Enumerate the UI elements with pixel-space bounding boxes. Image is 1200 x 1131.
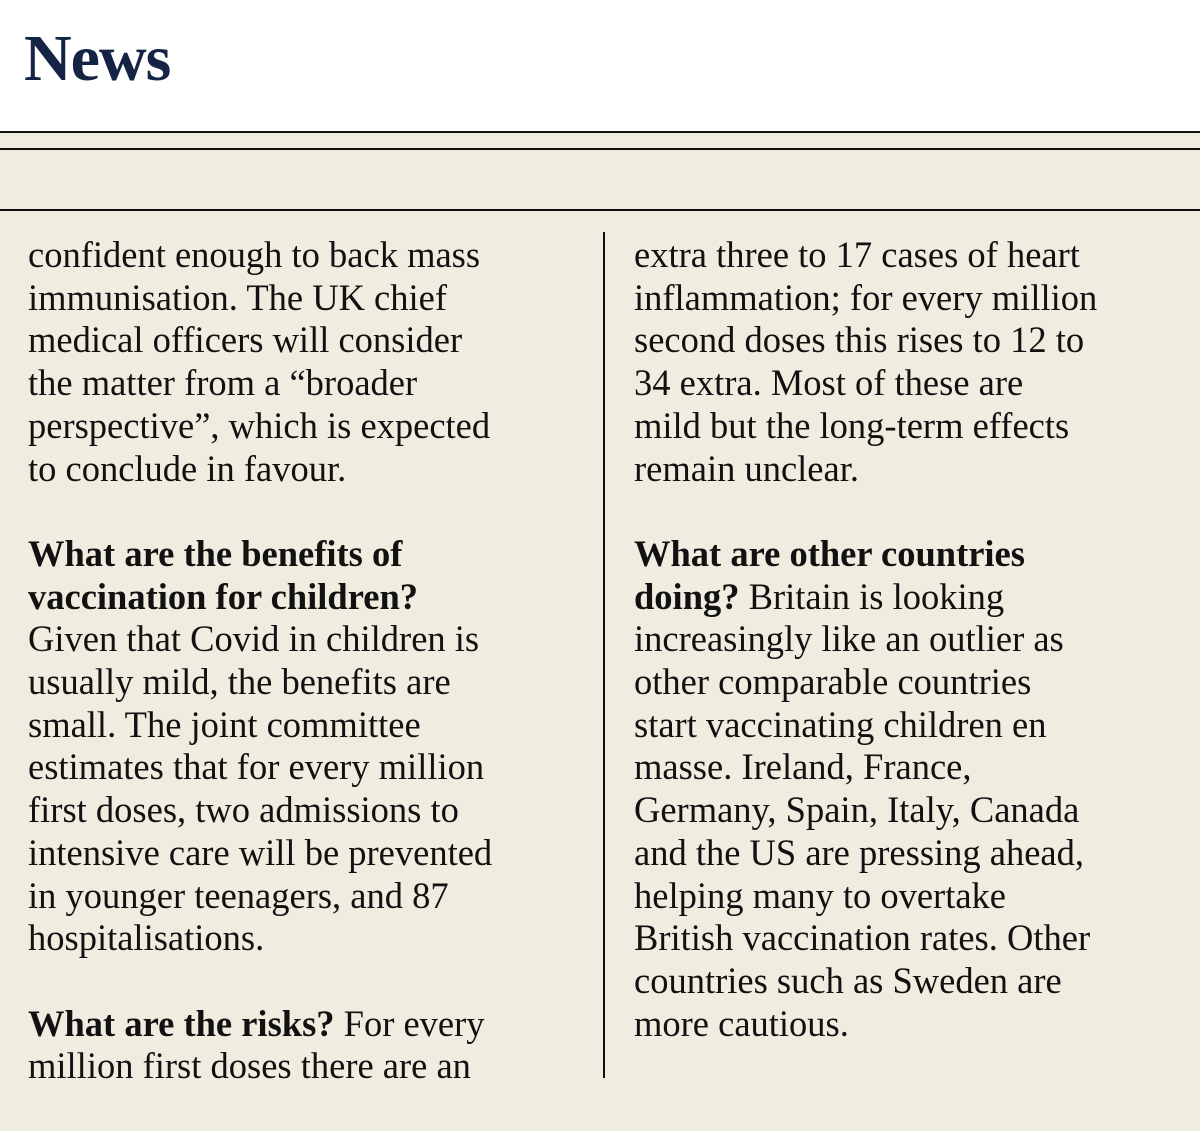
text-line: What are the risks? For every: [28, 1003, 603, 1046]
risks-continued-paragraph: extra three to 17 cases of heart inflamm…: [634, 234, 1194, 490]
text-line: medical officers will consider: [28, 319, 463, 361]
other-countries-heading: What are other countries: [634, 532, 1025, 574]
text-line: other comparable countries: [634, 661, 1032, 703]
text-line: doing? Britain is looking: [634, 576, 1194, 619]
text-line: masse. Ireland, France,: [634, 746, 972, 788]
text-line: remain unclear.: [634, 447, 859, 489]
text-line: Germany, Spain, Italy, Canada: [634, 789, 1080, 831]
text-line: helping many to overtake: [634, 874, 1006, 916]
text-line: estimates that for every million: [28, 746, 485, 788]
text-line: 34 extra. Most of these are: [634, 362, 1024, 404]
benefits-heading: What are the benefits of: [28, 532, 403, 574]
benefits-heading: vaccination for children?: [28, 575, 419, 617]
text-line: extra three to 17 cases of heart: [634, 234, 1080, 275]
text-line: in younger teenagers, and 87: [28, 874, 449, 916]
text-line: and the US are pressing ahead,: [634, 831, 1085, 873]
text-line: immunisation. The UK chief: [28, 276, 448, 318]
column-divider: [603, 232, 605, 1078]
text-line: confident enough to back mass: [28, 234, 481, 275]
text-line: to conclude in favour.: [28, 447, 347, 489]
risks-paragraph: What are the risks? For every million fi…: [28, 1003, 603, 1088]
text-line: Given that Covid in children is: [28, 618, 480, 660]
left-column: confident enough to back mass immunisati…: [28, 234, 603, 1131]
text-run: For every: [334, 1002, 485, 1044]
article-top-rule: [0, 209, 1200, 211]
intro-paragraph: confident enough to back mass immunisati…: [28, 234, 603, 490]
text-line: second doses this rises to 12 to: [634, 319, 1085, 361]
other-countries-heading: doing?: [634, 575, 740, 617]
text-line: first doses, two admissions to: [28, 789, 459, 831]
text-line: countries such as Sweden are: [634, 959, 1062, 1001]
risks-heading: What are the risks?: [28, 1002, 335, 1044]
text-line: start vaccinating children en: [634, 703, 1047, 745]
text-line: increasingly like an outlier as: [634, 618, 1064, 660]
text-line: the matter from a “broader: [28, 362, 418, 404]
text-line: inflammation; for every million: [634, 276, 1098, 318]
text-line: hospitalisations.: [28, 917, 265, 959]
text-line: British vaccination rates. Other: [634, 917, 1091, 959]
text-line: small. The joint committee: [28, 703, 421, 745]
text-line: usually mild, the benefits are: [28, 661, 451, 703]
other-countries-paragraph: What are other countries doing? Britain …: [634, 533, 1194, 1045]
text-run: Britain is looking: [739, 575, 1005, 617]
text-line: more cautious.: [634, 1002, 849, 1044]
masthead: News: [0, 0, 1200, 133]
text-line: mild but the long-term effects: [634, 404, 1070, 446]
benefits-paragraph: What are the benefits of vaccination for…: [28, 533, 603, 960]
section-title: News: [24, 22, 171, 95]
text-line: million first doses there are an: [28, 1045, 471, 1087]
text-line: perspective”, which is expected: [28, 404, 491, 446]
header-rule: [0, 148, 1200, 150]
right-column: extra three to 17 cases of heart inflamm…: [634, 234, 1194, 1088]
text-line: intensive care will be prevented: [28, 831, 493, 873]
